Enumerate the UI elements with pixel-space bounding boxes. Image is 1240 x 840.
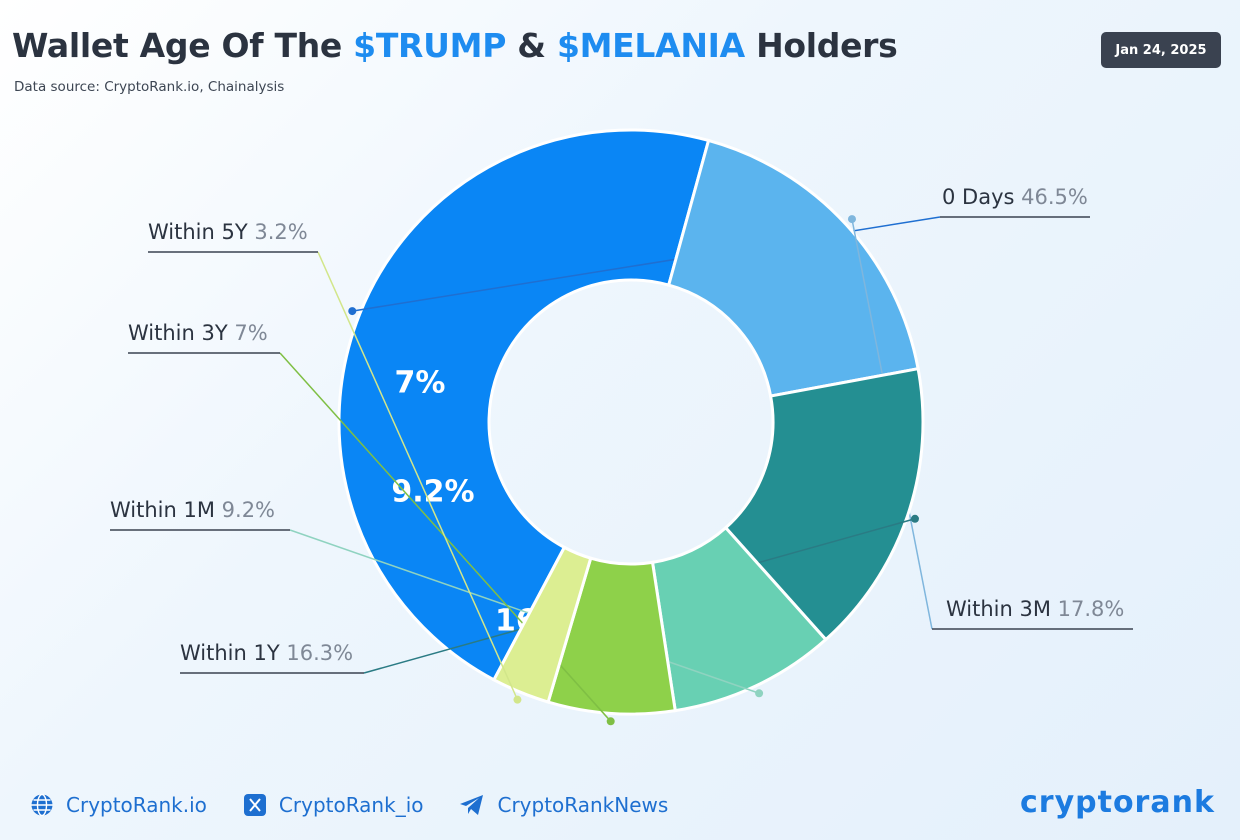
callout-label-0: 0 Days 46.5%	[942, 185, 1088, 209]
footer-label-website: CryptoRank.io	[66, 793, 207, 817]
footer-link-telegram[interactable]: CryptoRankNews	[459, 793, 668, 817]
data-source: Data source: CryptoRank.io, Chainalysis	[14, 79, 285, 95]
title-part-3: Holders	[744, 26, 898, 65]
donut-slice-1	[666, 138, 920, 398]
callout-label-5: Within 5Y 3.2%	[148, 220, 308, 244]
donut-slice-2	[723, 366, 925, 642]
slice-value-label-4: 7%	[395, 366, 446, 401]
globe-icon	[31, 793, 53, 817]
title-melania: $MELANIA	[556, 26, 745, 65]
callout-leader-5	[317, 251, 519, 700]
cryptorank-logo: cryptorank	[1020, 785, 1215, 820]
footer-link-website[interactable]: CryptoRank.io	[30, 793, 207, 817]
callout-label-1: Within 3M 17.8%	[946, 597, 1124, 621]
title-part-1: Wallet Age Of The	[12, 26, 354, 65]
callout-label-3: Within 1M 9.2%	[110, 498, 275, 522]
title-part-2: &	[506, 26, 557, 65]
footer-label-x: CryptoRank_io	[278, 793, 424, 817]
footer-label-telegram: CryptoRankNews	[497, 793, 669, 817]
donut-slice-0	[337, 128, 711, 682]
chart-title: Wallet Age Of The $TRUMP & $MELANIA Hold…	[12, 26, 898, 65]
callout-leader-3	[289, 529, 760, 694]
title-trump: $TRUMP	[353, 26, 507, 65]
footer-link-x[interactable]: CryptoRank_io	[243, 793, 424, 817]
date-badge: Jan 24, 2025	[1101, 32, 1221, 68]
callout-label-4: Within 3Y 7%	[128, 321, 268, 345]
donut-slice-5	[491, 545, 593, 704]
callout-label-2: Within 1Y 16.3%	[180, 641, 353, 665]
telegram-icon	[460, 795, 484, 815]
footer-links: CryptoRank.io CryptoRank_io CryptoRankNe…	[30, 790, 668, 820]
x-icon	[243, 794, 266, 816]
